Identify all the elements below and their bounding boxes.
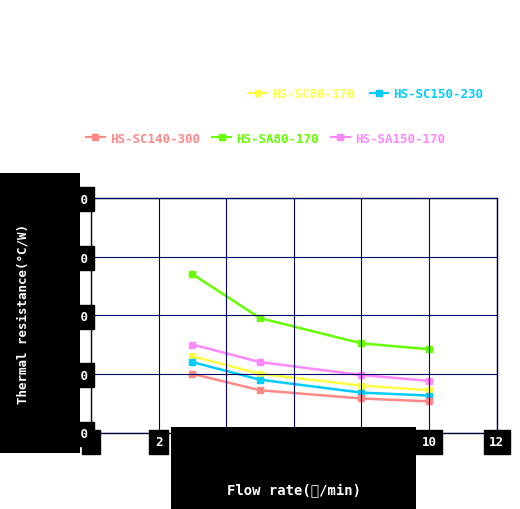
Line: HS-SA150-170: HS-SA150-170 xyxy=(189,342,433,385)
Line: HS-SC140-300: HS-SC140-300 xyxy=(189,371,433,405)
HS-SC150-230 xyxy=(189,359,196,365)
HS-SC150-230 xyxy=(257,377,263,383)
HS-SC80-170 xyxy=(358,383,365,389)
Text: Thermal resistance(°C/W): Thermal resistance(°C/W) xyxy=(17,223,30,403)
HS-SA80-170 xyxy=(426,347,432,353)
Line: HS-SC80-170: HS-SC80-170 xyxy=(189,353,433,394)
HS-SC140-300 xyxy=(189,371,196,377)
HS-SC140-300 xyxy=(358,395,365,402)
HS-SA80-170 xyxy=(358,341,365,347)
Line: HS-SA80-170: HS-SA80-170 xyxy=(189,271,433,353)
HS-SA80-170 xyxy=(189,272,196,278)
HS-SA150-170 xyxy=(257,359,263,365)
HS-SC80-170 xyxy=(426,387,432,393)
Text: Thermal resistance data of Semi-Universal liquid cold plate (30℃): Thermal resistance data of Semi-Universa… xyxy=(0,25,520,42)
Text: Flow rate(ℓ/min): Flow rate(ℓ/min) xyxy=(227,483,361,496)
HS-SC140-300 xyxy=(426,399,432,405)
HS-SA80-170 xyxy=(257,316,263,322)
HS-SC140-300 xyxy=(257,387,263,393)
HS-SA150-170 xyxy=(426,378,432,384)
HS-SC80-170 xyxy=(257,371,263,377)
Legend: HS-SC140-300, HS-SA80-170, HS-SA150-170: HS-SC140-300, HS-SA80-170, HS-SA150-170 xyxy=(81,127,450,151)
Text: Coolant: Antifreeze (with rust inhibitor): Coolant: Antifreeze (with rust inhibitor… xyxy=(180,60,488,73)
Line: HS-SC150-230: HS-SC150-230 xyxy=(189,359,433,399)
HS-SC150-230 xyxy=(358,390,365,396)
HS-SC80-170 xyxy=(189,353,196,359)
HS-SA150-170 xyxy=(358,372,365,378)
HS-SA150-170 xyxy=(189,342,196,348)
HS-SC150-230 xyxy=(426,393,432,399)
